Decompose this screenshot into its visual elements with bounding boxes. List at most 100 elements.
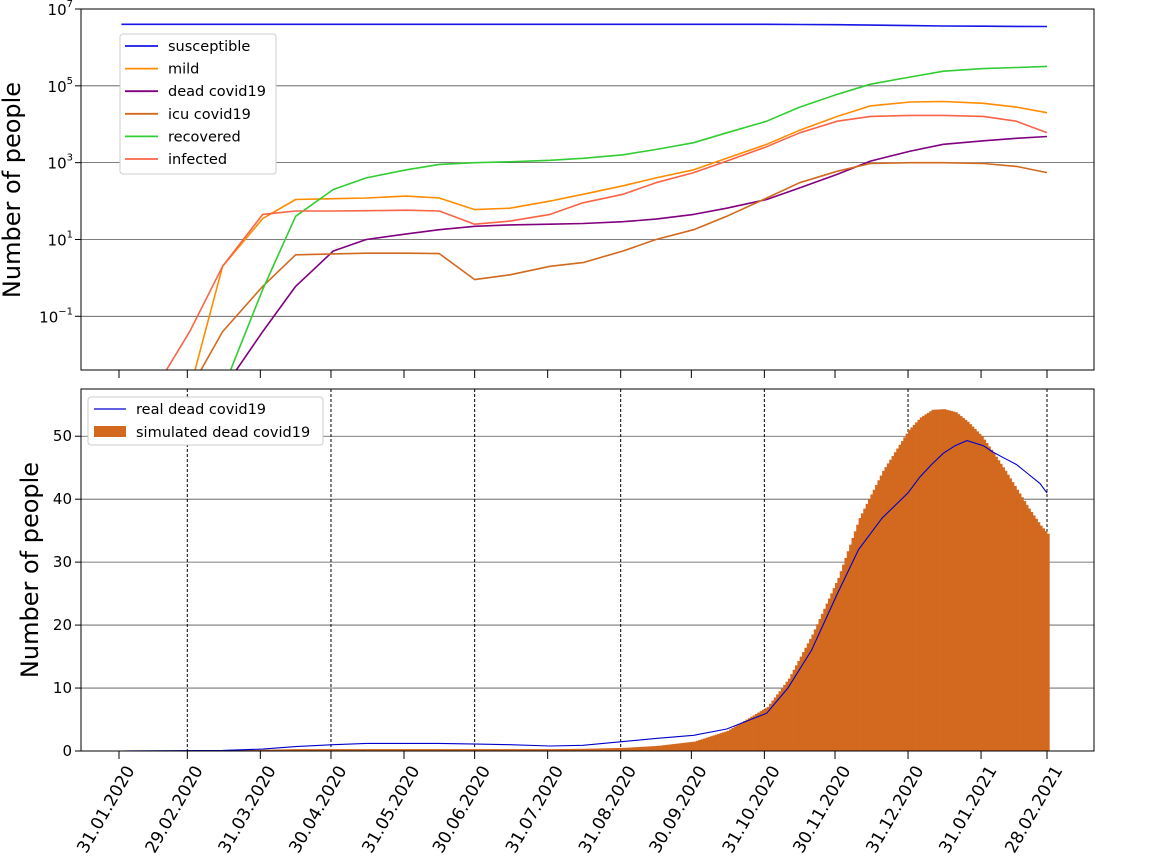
bottom-bar xyxy=(819,619,822,751)
bottom-bar xyxy=(665,745,668,751)
bottom-bar xyxy=(814,629,817,751)
bottom-bar xyxy=(1005,471,1008,751)
bottom-bar xyxy=(1040,526,1043,751)
bottom-bar xyxy=(769,704,772,751)
bottom-bar xyxy=(675,744,678,751)
bottom-bar xyxy=(736,725,739,751)
bottom-bar xyxy=(640,747,643,751)
bottom-bar xyxy=(720,733,723,751)
bottom-bar xyxy=(910,427,913,751)
bottom-bar xyxy=(979,434,982,751)
bottom-bar xyxy=(849,545,852,751)
bottom-bar xyxy=(884,467,887,751)
top-y-tick-exponent: 1 xyxy=(67,229,73,240)
top-y-tick-exponent: 5 xyxy=(67,76,73,87)
bottom-bar xyxy=(908,430,911,751)
bottom-bar xyxy=(764,708,767,751)
bottom-bar xyxy=(663,745,666,751)
bottom-bar xyxy=(788,679,791,751)
bottom-bar xyxy=(899,445,902,751)
bottom-bar xyxy=(731,728,734,751)
bottom-bar xyxy=(804,648,807,751)
bottom-bar xyxy=(654,746,657,751)
bottom-bar xyxy=(833,588,836,751)
bottom-bar xyxy=(816,624,819,751)
bottom-bar xyxy=(927,413,930,751)
bottom-bar xyxy=(936,410,939,751)
bottom-bar xyxy=(705,738,708,751)
bottom-bar xyxy=(776,694,779,751)
bottom-bar xyxy=(651,746,654,751)
bottom-bar xyxy=(743,721,746,751)
bottom-bar xyxy=(847,551,850,751)
bottom-bar xyxy=(687,742,690,751)
top-y-tick-base: 10 xyxy=(48,1,67,19)
bottom-bar xyxy=(932,410,935,751)
bottom-bar xyxy=(734,727,737,751)
top-y-tick-base: 10 xyxy=(48,78,67,96)
bottom-y-axis-label: Number of people xyxy=(16,462,44,678)
bottom-bar xyxy=(856,525,859,751)
bottom-bar xyxy=(957,414,960,751)
bottom-bar xyxy=(882,471,885,751)
bottom-bar xyxy=(738,724,741,751)
bottom-bar xyxy=(915,422,918,751)
bottom-y-tick-label: 0 xyxy=(62,742,72,760)
bottom-bar xyxy=(802,652,805,751)
bottom-bar xyxy=(1045,531,1048,751)
bottom-bar xyxy=(863,509,866,751)
bottom-y-tick-label: 10 xyxy=(53,679,72,697)
bottom-bar xyxy=(696,741,699,751)
bottom-bar xyxy=(837,578,840,751)
bottom-bar xyxy=(708,737,711,751)
bottom-bar xyxy=(995,457,998,751)
bottom-bar xyxy=(1021,497,1024,751)
bottom-legend-label: simulated dead covid19 xyxy=(136,425,310,441)
bottom-bar xyxy=(701,739,704,751)
bottom-bar xyxy=(892,456,895,751)
bottom-bar xyxy=(755,714,758,751)
bottom-bar xyxy=(922,416,925,751)
bottom-bar xyxy=(778,691,781,751)
bottom-bar xyxy=(953,412,956,751)
bottom-bar xyxy=(1009,478,1012,751)
bottom-bar xyxy=(632,747,635,751)
top-legend-label: infected xyxy=(168,152,227,168)
bottom-bar xyxy=(722,732,725,751)
bottom-bar xyxy=(965,420,968,751)
top-legend-label: mild xyxy=(168,62,199,78)
bottom-y-tick-label: 30 xyxy=(53,553,72,571)
bottom-bar xyxy=(981,436,984,751)
bottom-bar xyxy=(967,422,970,751)
bottom-bar xyxy=(1023,501,1026,751)
bottom-bar xyxy=(894,452,897,751)
bottom-bar xyxy=(781,688,784,751)
bottom-bar xyxy=(1038,522,1041,751)
bottom-bar xyxy=(983,440,986,751)
bottom-bar xyxy=(906,434,909,751)
bottom-bar xyxy=(854,531,857,751)
bottom-bar xyxy=(972,427,975,751)
bottom-bar xyxy=(988,446,991,751)
bottom-bar xyxy=(809,639,812,751)
bottom-legend-swatch-bar xyxy=(94,426,126,437)
bottom-bar xyxy=(929,411,932,751)
bottom-bar xyxy=(1031,512,1034,751)
bottom-bar xyxy=(661,745,664,751)
bottom-bar xyxy=(750,717,753,751)
bottom-bar xyxy=(1028,509,1031,751)
bottom-bar xyxy=(729,729,732,751)
bottom-bar xyxy=(746,720,749,751)
bottom-bar xyxy=(925,414,928,751)
bottom-bar xyxy=(840,571,843,751)
bottom-bar xyxy=(762,710,765,751)
bottom-bar xyxy=(1042,528,1045,751)
bottom-bar xyxy=(939,409,942,751)
bottom-bar xyxy=(630,747,633,751)
bottom-bar xyxy=(1047,534,1050,751)
bottom-bar xyxy=(753,715,756,751)
bottom-bar xyxy=(1019,494,1022,751)
